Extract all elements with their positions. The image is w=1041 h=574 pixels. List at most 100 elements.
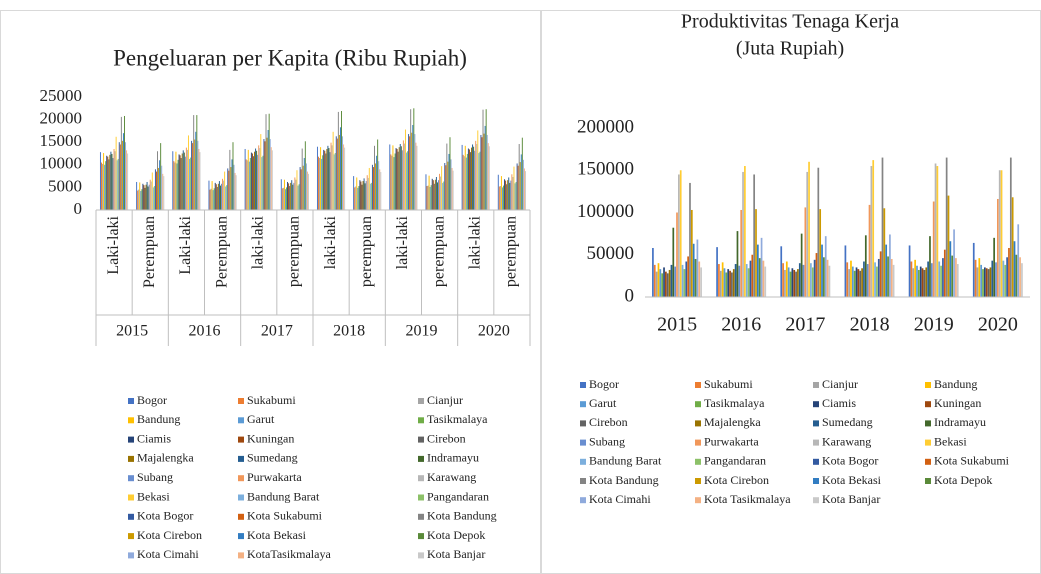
legend-label: Kota Cirebon <box>137 528 202 542</box>
bar <box>342 136 344 210</box>
bar <box>213 188 215 210</box>
bar <box>998 170 1001 297</box>
legend-marker <box>238 533 244 540</box>
bar <box>109 154 111 210</box>
bar <box>326 148 328 210</box>
legend-marker <box>813 478 819 484</box>
bar <box>143 185 145 210</box>
legend-marker <box>925 382 931 388</box>
bar <box>221 183 222 210</box>
bar <box>330 142 332 210</box>
bar <box>908 245 911 297</box>
bar <box>229 149 231 210</box>
bar <box>148 184 150 210</box>
bar <box>395 148 397 210</box>
bar <box>1008 247 1010 297</box>
legend-label: Kota Sukabumi <box>934 454 1010 468</box>
bar <box>316 146 318 210</box>
bar <box>370 182 372 210</box>
bar <box>666 273 669 297</box>
bar <box>127 153 129 210</box>
legend-marker <box>418 417 424 424</box>
bar <box>505 180 507 210</box>
legend-label: Bogor <box>137 393 167 407</box>
bar <box>157 151 159 210</box>
bar <box>480 134 482 210</box>
bar <box>261 157 263 210</box>
legend-marker <box>128 533 134 540</box>
bar <box>378 161 380 210</box>
bar <box>757 244 759 297</box>
bar <box>1006 257 1008 297</box>
x-tick-label: 2016 <box>721 314 761 336</box>
bar <box>980 264 983 297</box>
bar <box>472 144 474 210</box>
bar <box>747 268 750 297</box>
bar <box>214 182 216 210</box>
bar <box>391 155 393 210</box>
bar <box>138 189 140 210</box>
bar <box>257 154 259 210</box>
bar <box>509 182 511 210</box>
bar <box>1021 263 1023 297</box>
bar <box>121 140 123 210</box>
bar <box>145 184 147 210</box>
bar <box>360 181 362 210</box>
legend-marker <box>418 475 424 482</box>
bar <box>426 186 428 210</box>
bar <box>435 177 437 210</box>
legend-label: Bekasi <box>137 489 170 503</box>
bar <box>216 186 218 210</box>
bar <box>364 183 366 210</box>
bar <box>674 266 677 297</box>
bar <box>857 269 860 297</box>
bar <box>823 257 825 297</box>
bar <box>294 177 296 210</box>
legend-marker <box>418 398 424 404</box>
bar <box>108 159 110 210</box>
bar <box>498 186 500 210</box>
bar <box>120 116 122 210</box>
bar <box>521 137 523 210</box>
bar <box>432 180 434 210</box>
bar <box>258 145 260 210</box>
bar <box>762 260 765 297</box>
x-tick-label: perempuan <box>286 216 303 287</box>
bar <box>486 134 488 210</box>
bar <box>753 174 756 297</box>
bar <box>291 180 293 210</box>
bar <box>892 264 895 297</box>
bar <box>985 268 988 297</box>
x-group-label: 2020 <box>478 323 510 340</box>
bar <box>978 258 981 297</box>
legend-label: Kota Bandung <box>589 473 659 487</box>
x-group-label: 2015 <box>116 323 148 340</box>
bar <box>158 167 160 210</box>
bar <box>700 267 702 297</box>
bar <box>947 195 950 297</box>
bar <box>335 136 337 210</box>
left-panel <box>0 10 541 574</box>
legend-label: Subang <box>589 434 625 448</box>
legend-marker <box>695 420 701 427</box>
bar <box>140 191 142 210</box>
legend-marker <box>238 552 244 559</box>
bar <box>863 261 865 297</box>
legend-marker <box>238 398 244 404</box>
bar <box>501 187 503 210</box>
bar <box>996 198 999 297</box>
bar <box>982 269 984 297</box>
bar <box>303 158 305 210</box>
bar <box>445 165 447 210</box>
bar <box>301 148 303 210</box>
legend-marker <box>695 478 701 484</box>
legend-marker <box>813 401 819 408</box>
bar <box>414 134 416 210</box>
bar <box>141 189 143 210</box>
legend-label: Kuningan <box>247 431 294 445</box>
bar <box>436 182 438 210</box>
bar <box>358 186 360 210</box>
legend-label: Pangandaran <box>427 489 489 503</box>
